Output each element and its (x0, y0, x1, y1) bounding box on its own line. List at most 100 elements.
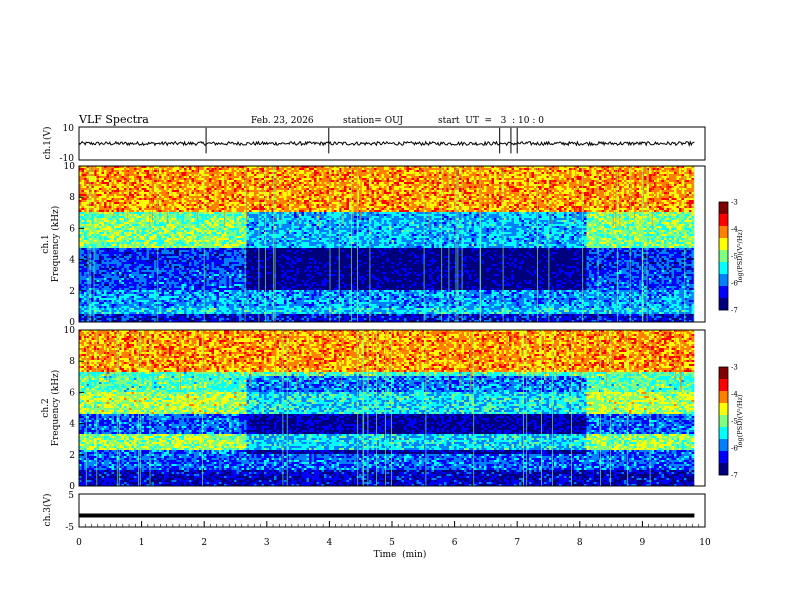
spectrogram-cell (254, 192, 257, 194)
spectrogram-cell (682, 192, 685, 194)
spectrogram-cell (594, 182, 597, 184)
spectrogram-cell (672, 172, 675, 174)
spectrogram-cell (559, 170, 562, 172)
spectrogram-cell (114, 192, 117, 194)
spectrogram-cell (539, 186, 542, 188)
spectrogram-cell (577, 192, 580, 194)
spectrogram-cell (644, 188, 647, 190)
spectrogram-cell (104, 172, 107, 174)
spectrogram-cell (452, 182, 455, 184)
spectrogram-cell (394, 194, 397, 196)
spectrogram-cell (402, 192, 405, 194)
spectrogram-cell (129, 186, 132, 188)
spectrogram-cell (592, 170, 595, 172)
spectrogram-cell (187, 176, 190, 178)
spectrogram-cell (677, 168, 680, 170)
spectrogram-cell (494, 174, 497, 176)
spectrogram-cell (147, 168, 150, 170)
spectrogram-cell (367, 178, 370, 180)
spectrogram-cell (262, 190, 265, 192)
spectrogram-cell (489, 194, 492, 196)
spectrogram-cell (234, 184, 237, 186)
spectrogram-cell (142, 194, 145, 196)
spectrogram-cell (567, 192, 570, 194)
spectrogram-cell (117, 188, 120, 190)
spectrogram-cell (669, 176, 672, 178)
spectrogram-cell (222, 170, 225, 172)
spectrogram-cell (252, 190, 255, 192)
spectrogram-cell (594, 190, 597, 192)
spectrogram-cell (344, 190, 347, 192)
spectrogram-cell (419, 174, 422, 176)
spectrogram-cell (544, 190, 547, 192)
spectrogram-cell (687, 178, 690, 180)
spectrogram-cell (222, 194, 225, 196)
spectrogram-cell (332, 180, 335, 182)
ch1-spectrogram-image (79, 166, 705, 322)
spectrogram-cell (467, 172, 470, 174)
spectrogram-cell (209, 186, 212, 188)
spectrogram-cell (602, 174, 605, 176)
spectrogram-cell (169, 176, 172, 178)
spectrogram-cell (209, 174, 212, 176)
spectrogram-cell (237, 180, 240, 182)
spectrogram-cell (669, 168, 672, 170)
spectrogram-cell (512, 174, 515, 176)
spectrogram-cell (132, 192, 135, 194)
spectrogram-cell (487, 194, 490, 196)
spectrogram-cell (464, 172, 467, 174)
spectrogram-cell (674, 176, 677, 178)
spectrogram-cell (159, 176, 162, 178)
spectrogram-cell (464, 188, 467, 190)
spectrogram-cell (549, 184, 552, 186)
spectrogram-cell (669, 192, 672, 194)
spectrogram-cell (484, 174, 487, 176)
spectrogram-cell (519, 174, 522, 176)
spectrogram-cell (347, 192, 350, 194)
spectrogram-cell (102, 190, 105, 192)
spectrogram-cell (384, 176, 387, 178)
spectrogram-cell (662, 186, 665, 188)
spectrogram-cell (559, 182, 562, 184)
spectrogram-cell (464, 180, 467, 182)
spectrogram-cell (107, 186, 110, 188)
spectrogram-cell (594, 188, 597, 190)
spectrogram-cell (364, 174, 367, 176)
spectrogram-cell (364, 182, 367, 184)
spectrogram-cell (174, 180, 177, 182)
spectrogram-cell (527, 190, 530, 192)
spectrogram-cell (399, 184, 402, 186)
spectrogram-cell (592, 190, 595, 192)
spectrogram-cell (134, 180, 137, 182)
spectrogram-cell (362, 180, 365, 182)
spectrogram-cell (142, 184, 145, 186)
spectrogram-cell (484, 184, 487, 186)
spectrogram-cell (429, 172, 432, 174)
spectrogram-cell (307, 180, 310, 182)
spectrogram-cell (222, 190, 225, 192)
spectrogram-cell (192, 170, 195, 172)
spectrogram-cell (542, 180, 545, 182)
spectrogram-cell (554, 182, 557, 184)
spectrogram-cell (114, 190, 117, 192)
spectrogram-cell (682, 172, 685, 174)
spectrogram-cell (474, 182, 477, 184)
spectrogram-cell (619, 174, 622, 176)
spectrogram-cell (114, 172, 117, 174)
spectrogram-cell (487, 184, 490, 186)
spectrogram-cell (669, 174, 672, 176)
spectrogram-cell (639, 186, 642, 188)
spectrogram-cell (472, 192, 475, 194)
spectrogram-cell (344, 174, 347, 176)
spectrogram-cell (489, 176, 492, 178)
spectrogram-cell (532, 180, 535, 182)
spectrogram-cell (354, 188, 357, 190)
spectrogram-cell (559, 178, 562, 180)
spectrogram-cell (107, 172, 110, 174)
spectrogram-cell (379, 184, 382, 186)
spectrogram-cell (239, 176, 242, 178)
spectrogram-cell (369, 186, 372, 188)
spectrogram-cell (509, 186, 512, 188)
spectrogram-cell (182, 172, 185, 174)
spectrogram-cell (399, 188, 402, 190)
